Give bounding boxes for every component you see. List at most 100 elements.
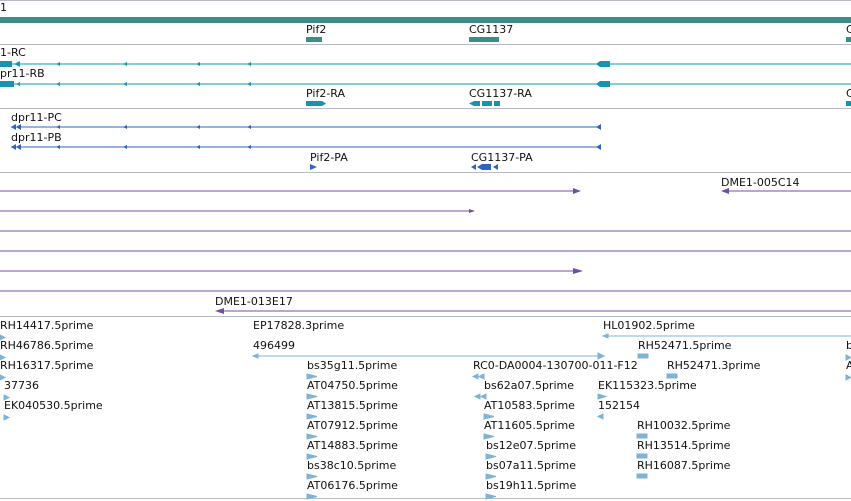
transcript-label-cut[interactable]: C bbox=[846, 87, 851, 100]
est-arrow[interactable] bbox=[845, 374, 851, 381]
track-divider bbox=[0, 44, 851, 45]
est-label[interactable]: RH14417.5prime bbox=[0, 319, 94, 332]
est-arrow[interactable] bbox=[471, 373, 479, 380]
est-arrow[interactable] bbox=[306, 393, 318, 400]
est-block[interactable] bbox=[666, 373, 678, 379]
est-label[interactable]: RH10032.5prime bbox=[637, 419, 731, 432]
exon-arrow bbox=[14, 61, 20, 67]
est-arrow[interactable] bbox=[306, 373, 318, 380]
est-arrow[interactable] bbox=[473, 393, 481, 400]
est-label[interactable]: AT10583.5prime bbox=[484, 399, 575, 412]
transcript-label-dpr11-rc[interactable]: 1-RC bbox=[0, 46, 26, 59]
protein-label-dpr11-pb[interactable]: dpr11-PB bbox=[11, 131, 62, 144]
exon-block[interactable] bbox=[600, 81, 610, 87]
est-arrow[interactable] bbox=[485, 453, 497, 460]
est-arrow[interactable] bbox=[306, 453, 318, 460]
gene-track[interactable] bbox=[0, 17, 851, 23]
transcript-label-pif2-ra[interactable]: Pif2-RA bbox=[306, 87, 346, 100]
clone-label-dme1-005c14[interactable]: DME1-005C14 bbox=[721, 176, 800, 189]
exon-block[interactable] bbox=[600, 61, 610, 67]
est-label[interactable]: RH46786.5prime bbox=[0, 339, 94, 352]
est-arrow[interactable] bbox=[3, 414, 11, 421]
intron-arrow bbox=[56, 125, 60, 129]
est-arrow[interactable] bbox=[306, 493, 318, 500]
est-label[interactable]: RH52471.3prime bbox=[667, 359, 761, 372]
est-arrow[interactable] bbox=[483, 433, 495, 440]
est-label[interactable]: bs62a07.5prime bbox=[484, 379, 574, 392]
est-label[interactable]: RH52471.5prime bbox=[638, 339, 732, 352]
est-label[interactable]: RH16317.5prime bbox=[0, 359, 94, 372]
est-label[interactable]: bs35g11.5prime bbox=[307, 359, 398, 372]
intron-arrow bbox=[123, 62, 127, 66]
clone-label-dme1-013e17[interactable]: DME1-013E17 bbox=[215, 295, 293, 308]
est-block[interactable] bbox=[636, 453, 648, 459]
est-label[interactable]: RH13514.5prime bbox=[637, 439, 731, 452]
est-label[interactable]: 496499 bbox=[253, 339, 295, 352]
exon-arrow bbox=[16, 144, 21, 150]
gene-block-cut[interactable] bbox=[846, 37, 851, 42]
exon-block[interactable] bbox=[482, 164, 491, 170]
est-label[interactable]: AT13815.5prime bbox=[307, 399, 398, 412]
est-arrow[interactable] bbox=[477, 373, 485, 380]
est-label[interactable]: AT04750.5prime bbox=[307, 379, 398, 392]
exon-block[interactable] bbox=[482, 101, 492, 106]
est-block[interactable] bbox=[637, 353, 649, 359]
est-label[interactable]: b bbox=[846, 339, 851, 352]
est-label[interactable]: HL01902.5prime bbox=[603, 319, 695, 332]
est-label[interactable]: bs19h11.5prime bbox=[486, 479, 577, 492]
exon-block-pif2[interactable] bbox=[306, 101, 322, 106]
transcript-label-cg1137-ra[interactable]: CG1137-RA bbox=[469, 87, 532, 100]
est-block[interactable] bbox=[636, 433, 648, 439]
est-label[interactable]: AT06176.5prime bbox=[307, 479, 398, 492]
est-arrow[interactable] bbox=[597, 393, 608, 400]
est-arrow[interactable] bbox=[306, 433, 318, 440]
est-label[interactable]: 37736 bbox=[4, 379, 39, 392]
exon-block[interactable] bbox=[0, 81, 14, 87]
est-arrow[interactable] bbox=[601, 333, 609, 339]
est-arrow[interactable] bbox=[3, 394, 11, 401]
exon-block[interactable] bbox=[0, 61, 12, 67]
est-label[interactable]: AT07912.5prime bbox=[307, 419, 398, 432]
est-arrow[interactable] bbox=[0, 374, 7, 381]
est-arrow[interactable] bbox=[596, 413, 604, 420]
est-label[interactable]: EK040530.5prime bbox=[4, 399, 103, 412]
exon-block[interactable] bbox=[494, 101, 500, 106]
est-label[interactable]: EP17828.3prime bbox=[253, 319, 345, 332]
exon-arrow bbox=[471, 164, 476, 170]
protein-label-dpr11-pc[interactable]: dpr11-PC bbox=[11, 111, 62, 124]
est-arrow[interactable] bbox=[483, 413, 495, 420]
est-arrow[interactable] bbox=[306, 473, 318, 480]
gene-block-pif2[interactable] bbox=[306, 37, 322, 42]
est-label[interactable]: 152154 bbox=[598, 399, 640, 412]
est-label[interactable]: RH16087.5prime bbox=[637, 459, 731, 472]
est-label[interactable]: RC0-DA0004-130700-011-F12 bbox=[473, 359, 638, 372]
chromosome-label: 1 bbox=[0, 1, 7, 14]
est-arrow[interactable] bbox=[251, 353, 259, 359]
est-block[interactable] bbox=[636, 473, 648, 479]
est-label[interactable]: bs38c10.5prime bbox=[307, 459, 397, 472]
gene-block-cg1137[interactable] bbox=[469, 37, 499, 42]
est-label[interactable]: bs07a11.5prime bbox=[486, 459, 576, 472]
est-arrow[interactable] bbox=[0, 354, 7, 361]
est-arrow[interactable] bbox=[845, 354, 851, 361]
gene-label-cut[interactable]: C bbox=[846, 23, 851, 36]
est-arrow[interactable] bbox=[597, 352, 606, 360]
est-arrow[interactable] bbox=[479, 393, 487, 400]
est-label[interactable]: A bbox=[846, 359, 851, 372]
exon-block[interactable] bbox=[474, 101, 480, 106]
est-arrow[interactable] bbox=[306, 413, 318, 420]
est-label[interactable]: bs12e07.5prime bbox=[486, 439, 577, 452]
transcript-label-dpr11-rb[interactable]: pr11-RB bbox=[0, 67, 45, 80]
est-label[interactable]: EK115323.5prime bbox=[598, 379, 697, 392]
est-arrow[interactable] bbox=[485, 473, 497, 480]
est-arrow[interactable] bbox=[0, 334, 7, 341]
est-arrow[interactable] bbox=[485, 493, 497, 500]
protein-label-pif2-pa[interactable]: Pif2-PA bbox=[310, 151, 348, 164]
est-label[interactable]: AT11605.5prime bbox=[484, 419, 575, 432]
gene-label-cg1137[interactable]: CG1137 bbox=[469, 23, 514, 36]
gene-label-pif2[interactable]: Pif2 bbox=[306, 23, 327, 36]
est-label[interactable]: AT14883.5prime bbox=[307, 439, 398, 452]
exon-block[interactable] bbox=[846, 101, 851, 106]
protein-label-cg1137-pa[interactable]: CG1137-PA bbox=[471, 151, 533, 164]
